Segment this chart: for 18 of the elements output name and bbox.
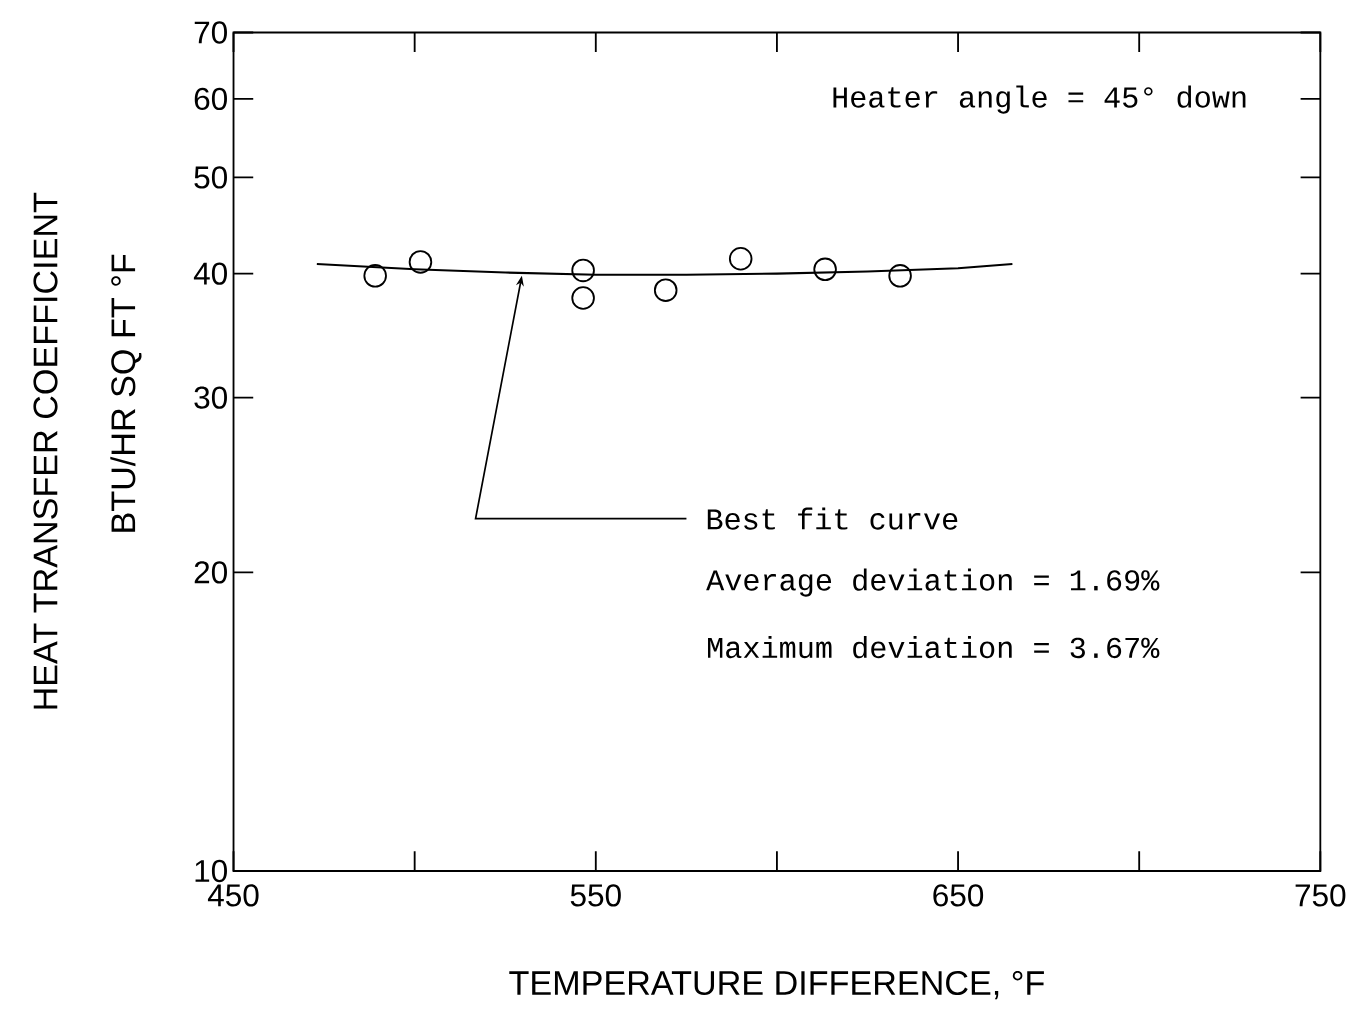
y-tick-label: 10: [195, 859, 227, 883]
x-tick-label: 550: [570, 884, 621, 907]
annotation: Best fit curve: [707, 507, 958, 530]
y-tick-label: 60: [194, 87, 227, 111]
x-tick-label: 450: [207, 884, 259, 907]
annotation: Maximum deviation = 3.67%: [708, 636, 1160, 659]
x-tick-label: 750: [1295, 884, 1346, 907]
y-tick-label: 40: [193, 262, 227, 285]
y-tick-label: 20: [194, 561, 227, 584]
x-tick-label: 650: [933, 884, 984, 907]
annotation: Average deviation = 1.69%: [706, 568, 1160, 597]
y-tick-label: 70: [194, 21, 227, 44]
text: BTU/HR SQ FT °F: [110, 254, 142, 532]
y-tick-label: 50: [194, 166, 227, 189]
y-axis-title: HEAT TRANSFER COEFFICIENT: [33, 192, 58, 709]
x-axis-title: TEMPERATURE DIFFERENCE, °F: [509, 970, 1044, 1000]
annotation: Heater angle = 45° down: [833, 85, 1246, 114]
y-tick-label: 30: [194, 386, 227, 409]
